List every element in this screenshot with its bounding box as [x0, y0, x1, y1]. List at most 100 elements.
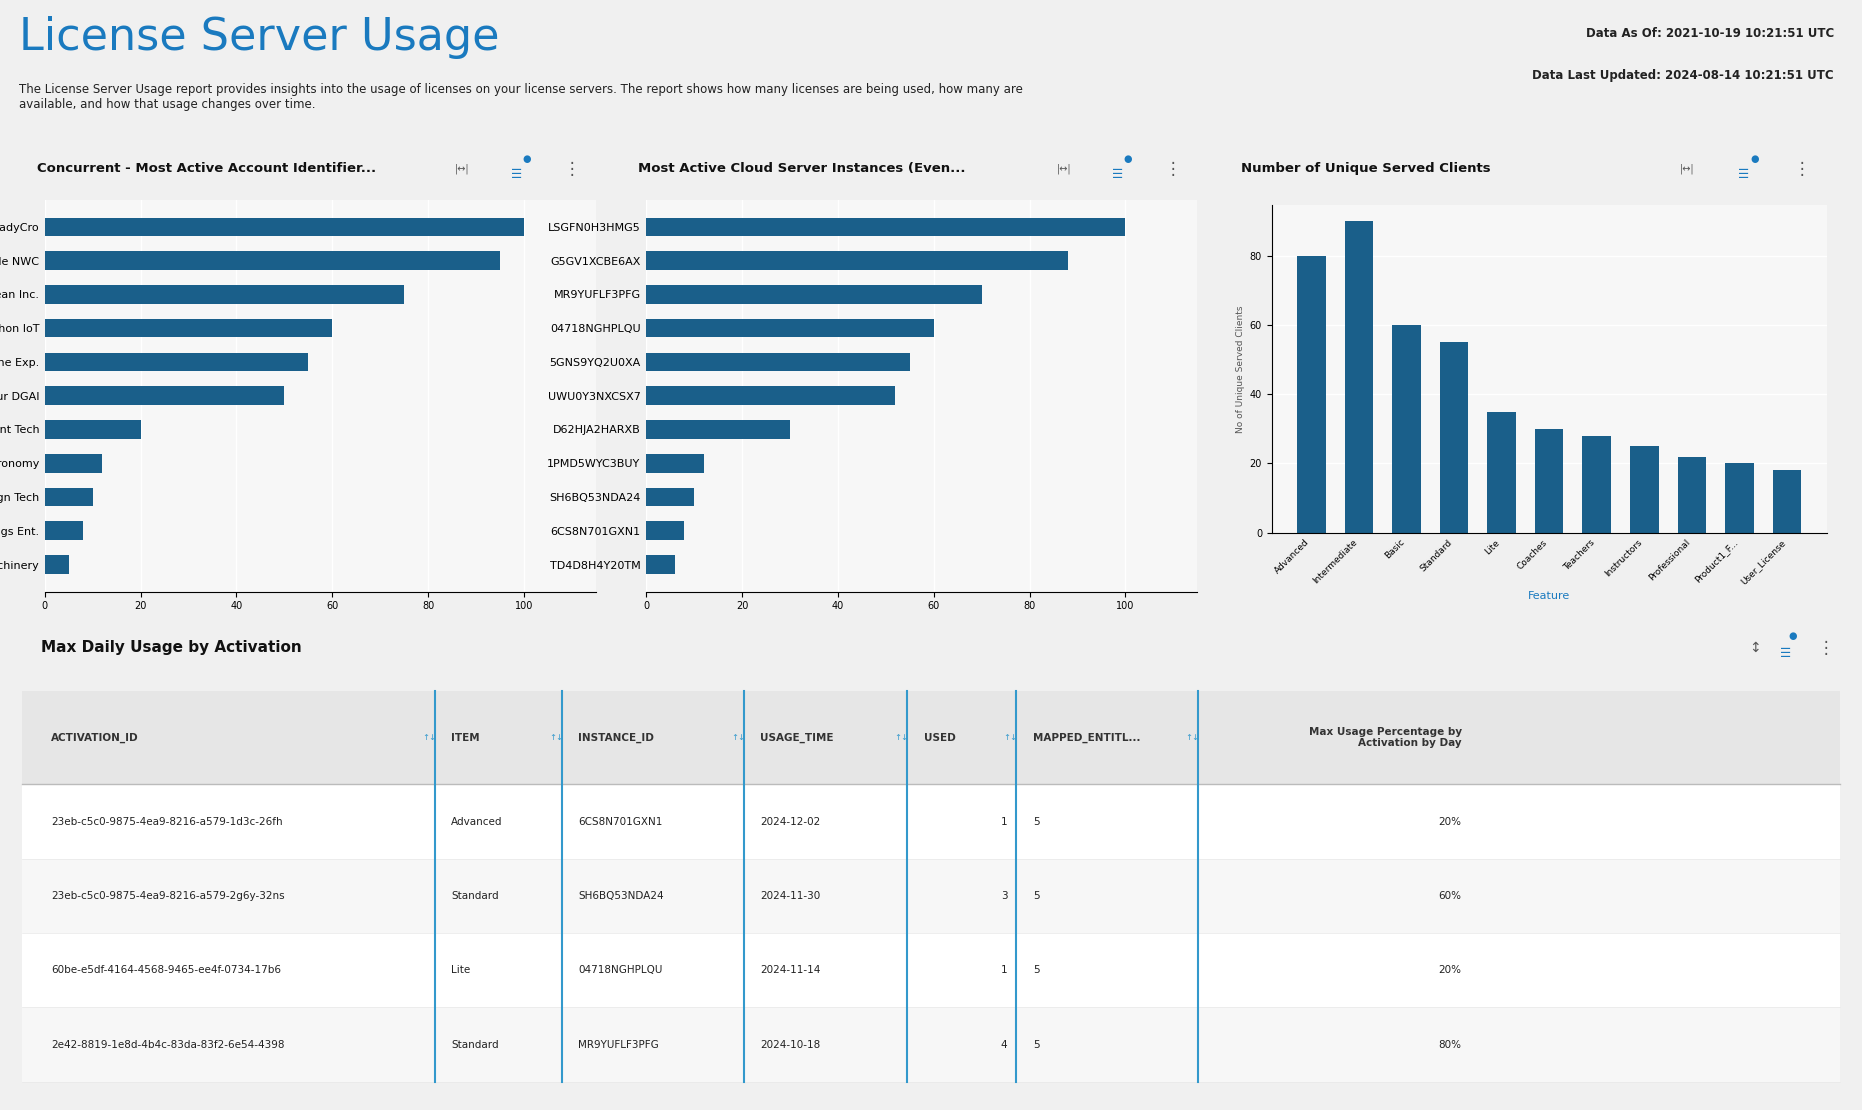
Bar	[45, 285, 404, 304]
Text: ●: ●	[521, 154, 531, 164]
Text: 3: 3	[1000, 891, 1007, 901]
Text: MAPPED_ENTITL...: MAPPED_ENTITL...	[1033, 733, 1140, 743]
Text: 2024-10-18: 2024-10-18	[760, 1040, 821, 1050]
Text: ●: ●	[1123, 154, 1132, 164]
Text: Concurrent - Most Active Account Identifier...: Concurrent - Most Active Account Identif…	[37, 162, 376, 175]
Bar	[45, 421, 140, 438]
Bar	[22, 1008, 1840, 1082]
Bar	[45, 454, 102, 473]
Text: Max Usage Percentage by
Activation by Day: Max Usage Percentage by Activation by Da…	[1309, 727, 1462, 748]
Bar	[45, 386, 285, 405]
Text: ↑↓: ↑↓	[732, 733, 745, 743]
Y-axis label: No of Unique Served Clients: No of Unique Served Clients	[1236, 305, 1246, 433]
Text: 4: 4	[1000, 1040, 1007, 1050]
Bar	[646, 251, 1069, 270]
Text: ↑↓: ↑↓	[1186, 733, 1199, 743]
Text: Lite: Lite	[451, 966, 471, 976]
Text: 60%: 60%	[1439, 891, 1462, 901]
Text: ☰: ☰	[1739, 168, 1750, 181]
Bar	[45, 487, 93, 506]
Bar	[646, 285, 981, 304]
Text: ACTIVATION_ID: ACTIVATION_ID	[52, 733, 140, 743]
Text: ☰: ☰	[1112, 168, 1123, 181]
X-axis label: Feature: Feature	[1529, 592, 1570, 602]
Bar	[1726, 464, 1754, 533]
Text: ↑↓: ↑↓	[423, 733, 436, 743]
Text: USED: USED	[924, 733, 955, 743]
Bar	[646, 218, 1125, 236]
Bar	[646, 421, 789, 438]
Bar	[1678, 456, 1706, 533]
Text: 1: 1	[1000, 966, 1007, 976]
Bar	[45, 251, 501, 270]
Text: 2024-12-02: 2024-12-02	[760, 817, 821, 827]
Bar	[1298, 255, 1326, 533]
Bar	[45, 353, 309, 371]
Text: 80%: 80%	[1439, 1040, 1462, 1050]
Text: ●: ●	[1750, 154, 1760, 164]
Text: ⋮: ⋮	[1817, 638, 1834, 657]
Bar	[22, 785, 1840, 859]
Text: ⋮: ⋮	[562, 160, 579, 178]
Bar	[646, 353, 911, 371]
Bar	[646, 386, 896, 405]
Text: 5: 5	[1033, 1040, 1039, 1050]
Text: 5: 5	[1033, 966, 1039, 976]
Bar	[45, 218, 523, 236]
Text: ITEM: ITEM	[451, 733, 480, 743]
Text: 5: 5	[1033, 817, 1039, 827]
Text: 2e42-8819-1e8d-4b4c-83da-83f2-6e54-4398: 2e42-8819-1e8d-4b4c-83da-83f2-6e54-4398	[52, 1040, 285, 1050]
Text: Most Active Cloud Server Instances (Even...: Most Active Cloud Server Instances (Even…	[639, 162, 966, 175]
Text: INSTANCE_ID: INSTANCE_ID	[579, 733, 654, 743]
Bar	[22, 859, 1840, 934]
Text: Data Last Updated: 2024-08-14 10:21:51 UTC: Data Last Updated: 2024-08-14 10:21:51 U…	[1532, 69, 1834, 82]
Bar	[45, 555, 69, 574]
Text: 04718NGHPLQU: 04718NGHPLQU	[579, 966, 663, 976]
Bar	[1393, 325, 1421, 533]
Text: ☰: ☰	[1780, 647, 1791, 660]
Text: ⋮: ⋮	[1793, 160, 1810, 178]
Text: 2024-11-30: 2024-11-30	[760, 891, 821, 901]
Text: |↔|: |↔|	[454, 163, 469, 174]
Bar	[45, 319, 331, 337]
Text: SH6BQ53NDA24: SH6BQ53NDA24	[579, 891, 665, 901]
Text: Advanced: Advanced	[451, 817, 503, 827]
Bar	[1439, 342, 1469, 533]
Text: The License Server Usage report provides insights into the usage of licenses on : The License Server Usage report provides…	[19, 82, 1022, 111]
Bar	[1629, 446, 1659, 533]
Bar	[1773, 471, 1801, 533]
Text: 5: 5	[1033, 891, 1039, 901]
Text: MR9YUFLF3PFG: MR9YUFLF3PFG	[579, 1040, 659, 1050]
Text: USAGE_TIME: USAGE_TIME	[760, 733, 834, 743]
Text: ↑↓: ↑↓	[549, 733, 564, 743]
Text: ☰: ☰	[510, 168, 521, 181]
Bar	[22, 690, 1840, 785]
Text: Standard: Standard	[451, 891, 499, 901]
Text: 23eb-c5c0-9875-4ea9-8216-a579-2g6y-32ns: 23eb-c5c0-9875-4ea9-8216-a579-2g6y-32ns	[52, 891, 285, 901]
Text: Number of Unique Served Clients: Number of Unique Served Clients	[1240, 162, 1490, 175]
Text: 20%: 20%	[1439, 817, 1462, 827]
Text: 23eb-c5c0-9875-4ea9-8216-a579-1d3c-26fh: 23eb-c5c0-9875-4ea9-8216-a579-1d3c-26fh	[52, 817, 283, 827]
Bar	[22, 934, 1840, 1008]
Text: 20%: 20%	[1439, 966, 1462, 976]
Bar	[646, 555, 674, 574]
Text: Max Daily Usage by Activation: Max Daily Usage by Activation	[41, 640, 302, 655]
Bar	[1534, 428, 1564, 533]
Bar	[1583, 436, 1611, 533]
Bar	[646, 454, 704, 473]
Text: |↔|: |↔|	[1680, 163, 1694, 174]
Text: Data As Of: 2021-10-19 10:21:51 UTC: Data As Of: 2021-10-19 10:21:51 UTC	[1586, 27, 1834, 40]
Bar	[646, 522, 685, 541]
Text: 2024-11-14: 2024-11-14	[760, 966, 821, 976]
Text: ↑↓: ↑↓	[894, 733, 909, 743]
Bar	[1488, 412, 1516, 533]
Bar	[1344, 221, 1372, 533]
Text: Standard: Standard	[451, 1040, 499, 1050]
Bar	[646, 487, 695, 506]
Text: 1: 1	[1000, 817, 1007, 827]
Text: ↕: ↕	[1748, 640, 1760, 655]
Bar	[646, 319, 933, 337]
Text: ↑↓: ↑↓	[1004, 733, 1019, 743]
Text: 60be-e5df-4164-4568-9465-ee4f-0734-17b6: 60be-e5df-4164-4568-9465-ee4f-0734-17b6	[52, 966, 281, 976]
Text: 6CS8N701GXN1: 6CS8N701GXN1	[579, 817, 663, 827]
